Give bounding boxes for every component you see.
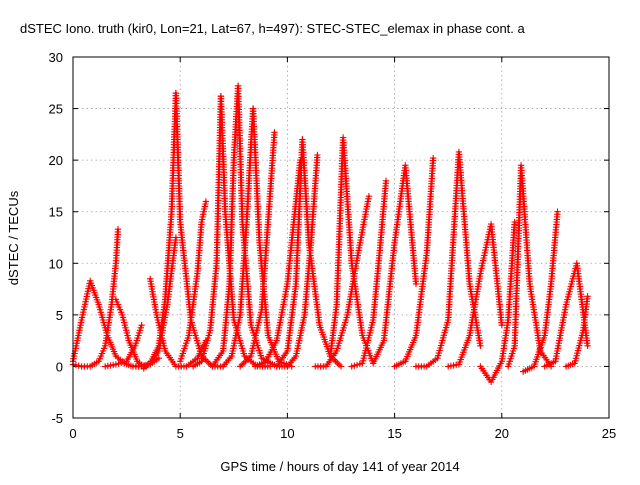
data-point <box>584 342 591 349</box>
x-tick-label: 15 <box>387 426 401 441</box>
data-series <box>477 218 518 386</box>
chart-title: dSTEC Iono. truth (kir0, Lon=21, Lat=67,… <box>20 21 526 36</box>
y-tick-label: -5 <box>51 411 63 426</box>
data-point <box>477 342 484 349</box>
data-series <box>370 162 420 367</box>
data-series <box>284 151 321 370</box>
data-series <box>69 226 122 370</box>
data-point <box>353 361 361 369</box>
data-series <box>299 136 345 370</box>
data-series <box>562 293 591 370</box>
data-series <box>327 134 377 367</box>
data-point <box>584 293 591 300</box>
data-series <box>177 198 210 365</box>
plot-frame <box>72 56 610 419</box>
axes: 0 5 10 15 20 25 -5 0 5 10 15 20 25 30 <box>49 50 617 441</box>
data-series <box>234 82 291 370</box>
data-series <box>348 177 390 370</box>
data-point <box>75 362 82 369</box>
data-point <box>172 234 180 241</box>
x-tick-label: 10 <box>280 426 294 441</box>
data-series <box>541 260 591 370</box>
data-series <box>391 154 437 370</box>
x-tick-label: 20 <box>495 426 509 441</box>
data-point <box>351 362 358 369</box>
data-series <box>209 82 242 370</box>
data-point <box>511 218 518 226</box>
data-series-layer <box>69 82 591 386</box>
x-tick-label: 25 <box>602 426 616 441</box>
y-tick-label: 20 <box>49 153 63 168</box>
data-point <box>314 151 321 159</box>
x-tick-label: 0 <box>69 426 76 441</box>
data-point <box>412 280 420 288</box>
data-point <box>114 226 122 233</box>
y-tick-label: 0 <box>56 359 63 374</box>
x-tick-label: 5 <box>177 426 184 441</box>
data-series <box>412 148 484 370</box>
data-series <box>445 220 505 370</box>
y-tick-label: 30 <box>49 50 63 65</box>
data-point <box>202 198 210 205</box>
series-line <box>192 95 222 368</box>
data-point <box>365 193 373 200</box>
data-series <box>140 89 180 372</box>
data-series <box>219 105 257 370</box>
data-point <box>430 154 437 162</box>
data-series <box>520 208 561 375</box>
data-point <box>120 358 128 366</box>
y-axis-label: dSTEC / TECUs <box>6 190 21 285</box>
y-tick-label: 25 <box>49 102 63 117</box>
data-series <box>102 322 145 370</box>
data-point <box>554 208 561 215</box>
y-tick-label: 5 <box>56 308 63 323</box>
data-point <box>72 361 80 369</box>
data-point <box>271 129 278 136</box>
data-point <box>112 361 120 368</box>
y-tick-label: 15 <box>49 205 63 220</box>
data-point <box>138 322 145 329</box>
data-point <box>155 355 162 362</box>
data-series <box>505 162 555 370</box>
data-point <box>337 363 345 370</box>
y-tick-label: 10 <box>49 256 63 271</box>
data-series <box>312 193 373 370</box>
data-point <box>348 363 355 370</box>
data-point <box>118 359 125 366</box>
data-point <box>382 177 390 184</box>
data-point <box>498 322 505 329</box>
data-series <box>237 129 278 370</box>
x-axis-label: GPS time / hours of day 141 of year 2014 <box>220 459 459 474</box>
data-point <box>85 285 92 292</box>
